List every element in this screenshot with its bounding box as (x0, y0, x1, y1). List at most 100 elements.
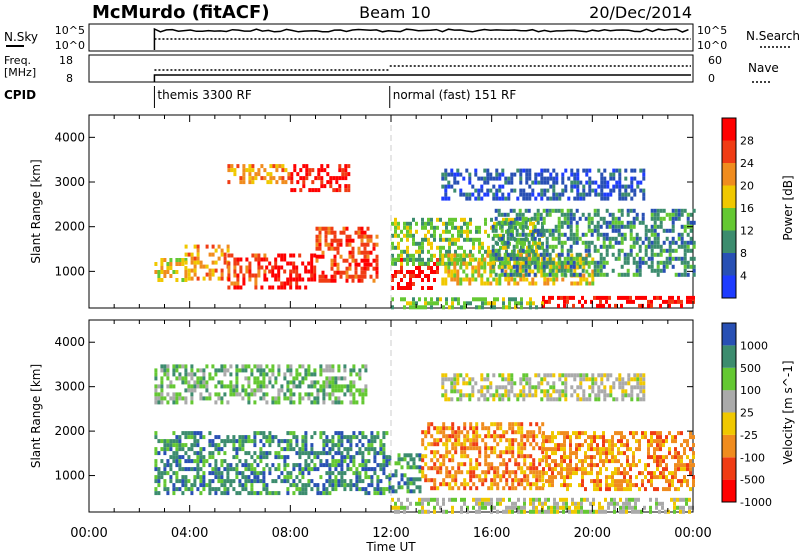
heatmap-cell (363, 246, 367, 251)
heatmap-cell (674, 447, 677, 452)
heatmap-cell (157, 491, 161, 496)
heatmap-cell (277, 269, 281, 274)
heatmap-cell (597, 389, 601, 394)
heatmap-cell (659, 260, 663, 265)
heatmap-cell (338, 168, 342, 173)
heatmap-cell (457, 466, 461, 471)
heatmap-cell (515, 256, 519, 261)
heatmap-cell (456, 261, 460, 266)
heatmap-cell (442, 229, 445, 234)
heatmap-cell (569, 228, 573, 233)
heatmap-cell (385, 463, 389, 468)
heatmap-cell (424, 233, 427, 238)
heatmap-cell (576, 176, 580, 181)
heatmap-cell (620, 443, 623, 448)
heatmap-cell (483, 261, 487, 266)
heatmap-cell (166, 439, 170, 444)
heatmap-cell (324, 234, 328, 239)
heatmap-cell (433, 478, 437, 483)
heatmap-cell (277, 467, 281, 472)
heatmap-cell (536, 220, 540, 225)
freq-trace (153, 74, 691, 82)
heatmap-cell (653, 431, 656, 436)
heatmap-cell (322, 483, 326, 488)
heatmap-cell (658, 501, 661, 506)
heatmap-cell (544, 501, 547, 506)
heatmap-cell (190, 372, 194, 377)
heatmap-cell (448, 261, 451, 266)
heatmap-cell (557, 260, 561, 265)
heatmap-cell (244, 364, 248, 369)
heatmap-cell (558, 373, 562, 378)
heatmap-cell (472, 426, 476, 431)
heatmap-cell (250, 372, 254, 377)
heatmap-cell (307, 471, 311, 476)
heatmap-cell (433, 229, 436, 234)
nsearch-axis-label: N.Search (746, 29, 800, 43)
heatmap-cell (263, 273, 267, 278)
heatmap-cell (480, 373, 484, 378)
heatmap-cell (235, 364, 239, 369)
heatmap-cell (352, 400, 356, 405)
heatmap-cell (621, 397, 625, 402)
heatmap-cell (566, 212, 570, 217)
heatmap-cell (418, 297, 421, 302)
heatmap-cell (569, 260, 573, 265)
heatmap-cell (552, 176, 556, 181)
heatmap-cell (363, 258, 367, 263)
heatmap-cell (442, 245, 445, 250)
heatmap-cell (538, 426, 542, 431)
heatmap-cell (406, 261, 409, 266)
heatmap-cell (292, 463, 296, 468)
heatmap-cell (238, 491, 242, 496)
heatmap-cell (445, 466, 449, 471)
heatmap-cell (545, 252, 549, 257)
heatmap-cell (280, 455, 284, 460)
heatmap-cell (421, 241, 424, 246)
heatmap-cell (569, 475, 572, 480)
heatmap-cell (490, 478, 494, 483)
heatmap-cell (629, 236, 633, 241)
heatmap-cell (343, 435, 347, 440)
heatmap-cell (238, 435, 242, 440)
heatmap-cell (638, 295, 641, 300)
heatmap-cell (349, 443, 353, 448)
heatmap-cell (520, 297, 523, 302)
heatmap-cell (382, 435, 386, 440)
heatmap-cell (268, 439, 272, 444)
heatmap-cell (564, 393, 568, 398)
heatmap-cell (590, 459, 593, 464)
heatmap-cell (573, 196, 577, 201)
heatmap-cell (551, 475, 554, 480)
heatmap-cell (313, 265, 317, 270)
heatmap-cell (415, 465, 419, 470)
heatmap-cell (196, 256, 200, 261)
heatmap-cell (503, 252, 507, 257)
heatmap-cell (492, 393, 496, 398)
heatmap-cell (328, 368, 332, 373)
heatmap-cell (280, 388, 284, 393)
heatmap-cell (519, 253, 523, 258)
heatmap-cell (611, 252, 615, 257)
heatmap-cell (579, 180, 583, 185)
heatmap-cell (524, 264, 528, 269)
heatmap-cell (439, 438, 443, 443)
heatmap-cell (211, 443, 215, 448)
heatmap-cell (190, 459, 194, 464)
heatmap-cell (319, 388, 323, 393)
heatmap-cell (450, 269, 454, 274)
heatmap-cell (508, 426, 512, 431)
heatmap-cell (599, 487, 602, 492)
heatmap-cell (301, 380, 305, 385)
heatmap-cell (283, 439, 287, 444)
heatmap-cell (499, 497, 502, 502)
heatmap-cell (575, 228, 579, 233)
heatmap-cell (592, 501, 595, 506)
heatmap-cell (564, 188, 568, 193)
heatmap-cell (542, 455, 545, 460)
heatmap-cell (334, 487, 338, 492)
heatmap-cell (603, 184, 607, 189)
heatmap-cell (397, 245, 400, 250)
heatmap-cell (372, 278, 376, 283)
heatmap-cell (668, 256, 672, 261)
